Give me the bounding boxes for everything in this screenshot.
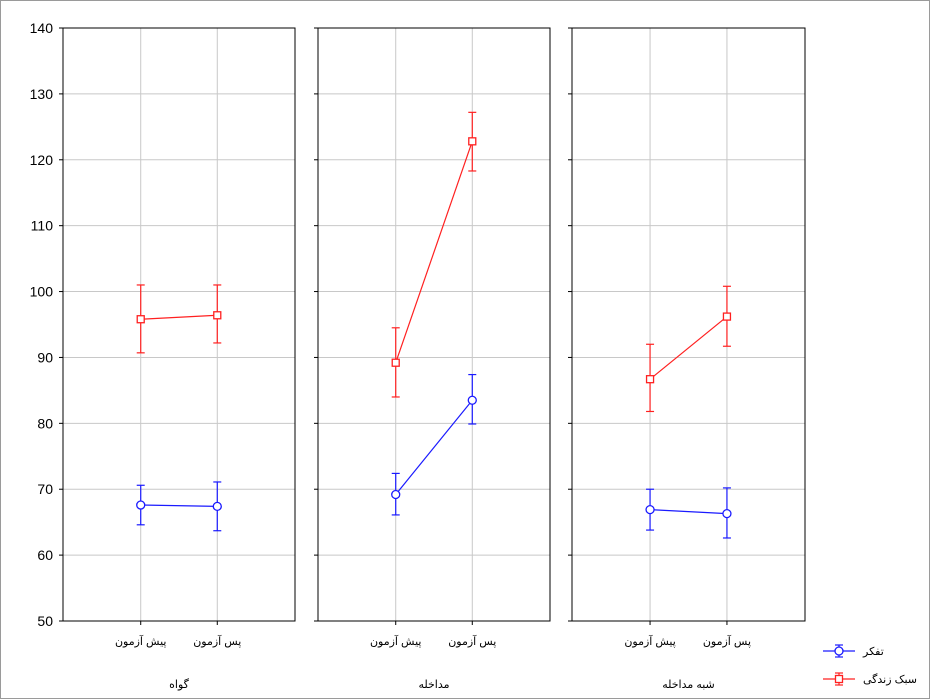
data-point-circle — [645, 504, 655, 515]
panel-border — [571, 27, 806, 622]
data-point-circle — [722, 508, 732, 519]
data-point-circle — [391, 489, 401, 500]
panel-border — [317, 27, 551, 622]
y-tick-label: 120 — [30, 152, 54, 168]
y-tick-label: 70 — [37, 481, 53, 497]
x-tick-label: پس آزمون — [193, 634, 241, 648]
x-tick-label: پیش آزمون — [370, 634, 421, 648]
data-point-circle — [467, 395, 477, 405]
y-tick-label: 60 — [37, 547, 53, 563]
series-line — [140, 504, 218, 507]
panel-group-label: گواه — [169, 678, 190, 691]
series-line — [649, 316, 728, 380]
data-point-square — [722, 312, 732, 321]
x-tick-label: پیش آزمون — [624, 634, 675, 648]
panel-background — [63, 28, 295, 621]
series-line — [140, 314, 218, 320]
legend-label: سبک زندگی — [863, 673, 917, 686]
data-point-circle — [212, 501, 222, 512]
series-line — [650, 509, 727, 515]
y-tick-label: 80 — [37, 415, 53, 431]
y-tick-label: 50 — [37, 613, 53, 629]
data-point-square — [645, 375, 655, 384]
series-line — [395, 399, 473, 495]
series-line — [395, 141, 473, 363]
x-tick-label: پیش آزمون — [115, 634, 166, 648]
y-tick-label: 130 — [30, 86, 54, 102]
y-tick-label: 100 — [30, 284, 54, 300]
y-tick-label: 110 — [31, 218, 54, 234]
data-point-square — [136, 315, 145, 324]
legend-marker-square — [834, 674, 844, 684]
data-point-square — [468, 137, 477, 146]
data-point-square — [213, 311, 222, 320]
x-tick-label: پس آزمون — [703, 634, 751, 648]
y-tick-label: 90 — [37, 349, 53, 365]
x-tick-label: پس آزمون — [448, 634, 496, 648]
panel-group-label: شبه مداخله — [662, 679, 715, 691]
legend-marker-circle — [834, 646, 844, 656]
panel-border — [62, 27, 296, 622]
legend-label: تفکر — [862, 646, 884, 658]
panel-background — [318, 28, 550, 621]
panel-background — [572, 28, 805, 621]
panel-group-label: مداخله — [418, 679, 449, 691]
data-point-circle — [136, 500, 146, 510]
data-point-square — [391, 358, 400, 367]
y-tick-label: 140 — [30, 20, 54, 36]
